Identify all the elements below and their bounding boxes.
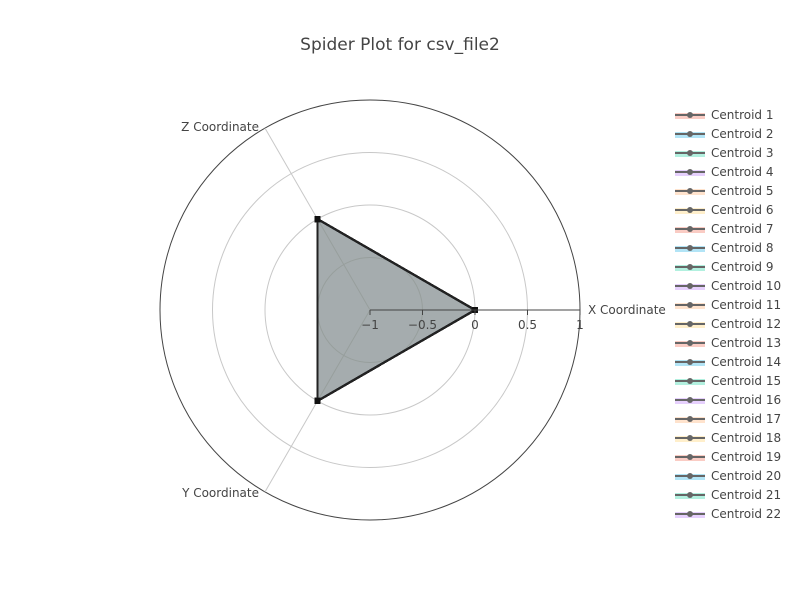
- legend-item[interactable]: Centroid 18: [675, 431, 781, 445]
- legend-item[interactable]: Centroid 2: [675, 127, 773, 141]
- legend-label: Centroid 17: [711, 412, 781, 426]
- legend-item[interactable]: Centroid 21: [675, 488, 781, 502]
- legend-marker: [687, 131, 693, 137]
- radial-tick-label: 1: [576, 318, 584, 332]
- legend-label: Centroid 9: [711, 260, 773, 274]
- legend-marker: [687, 378, 693, 384]
- legend-label: Centroid 6: [711, 203, 773, 217]
- legend-item[interactable]: Centroid 6: [675, 203, 773, 217]
- legend-marker: [687, 473, 693, 479]
- legend-label: Centroid 21: [711, 488, 781, 502]
- legend-item[interactable]: Centroid 12: [675, 317, 781, 331]
- legend-label: Centroid 13: [711, 336, 781, 350]
- legend-item[interactable]: Centroid 7: [675, 222, 773, 236]
- legend-marker: [687, 207, 693, 213]
- legend-item[interactable]: Centroid 19: [675, 450, 781, 464]
- legend-label: Centroid 2: [711, 127, 773, 141]
- legend-item[interactable]: Centroid 9: [675, 260, 773, 274]
- legend-item[interactable]: Centroid 10: [675, 279, 781, 293]
- axis-label: Z Coordinate: [181, 120, 259, 134]
- legend-label: Centroid 10: [711, 279, 781, 293]
- radial-tick-label: 0.5: [518, 318, 537, 332]
- axis-label: X Coordinate: [588, 303, 666, 317]
- chart-title: Spider Plot for csv_file2: [300, 35, 500, 55]
- legend-label: Centroid 19: [711, 450, 781, 464]
- legend-marker: [687, 435, 693, 441]
- legend[interactable]: Centroid 1 Centroid 2 Centroid 3 Centroid 4…: [675, 108, 781, 521]
- legend-label: Centroid 7: [711, 222, 773, 236]
- radial-tick-label: −0.5: [408, 318, 437, 332]
- legend-label: Centroid 3: [711, 146, 773, 160]
- legend-marker: [687, 302, 693, 308]
- legend-item[interactable]: Centroid 17: [675, 412, 781, 426]
- radial-tick-label: −1: [361, 318, 379, 332]
- legend-label: Centroid 11: [711, 298, 781, 312]
- legend-item[interactable]: Centroid 8: [675, 241, 773, 255]
- series-point: [314, 397, 321, 404]
- legend-marker: [687, 416, 693, 422]
- legend-item[interactable]: Centroid 15: [675, 374, 781, 388]
- legend-marker: [687, 112, 693, 118]
- legend-marker: [687, 340, 693, 346]
- legend-label: Centroid 4: [711, 165, 773, 179]
- legend-item[interactable]: Centroid 16: [675, 393, 781, 407]
- legend-marker: [687, 226, 693, 232]
- legend-label: Centroid 16: [711, 393, 781, 407]
- radial-tick-label: 0: [471, 318, 479, 332]
- legend-item[interactable]: Centroid 14: [675, 355, 781, 369]
- legend-marker: [687, 454, 693, 460]
- legend-item[interactable]: Centroid 22: [675, 507, 781, 521]
- legend-item[interactable]: Centroid 20: [675, 469, 781, 483]
- legend-marker: [687, 492, 693, 498]
- legend-marker: [687, 397, 693, 403]
- legend-item[interactable]: Centroid 11: [675, 298, 781, 312]
- legend-label: Centroid 22: [711, 507, 781, 521]
- legend-marker: [687, 283, 693, 289]
- legend-item[interactable]: Centroid 1: [675, 108, 773, 122]
- legend-label: Centroid 12: [711, 317, 781, 331]
- legend-label: Centroid 20: [711, 469, 781, 483]
- legend-marker: [687, 511, 693, 517]
- legend-label: Centroid 15: [711, 374, 781, 388]
- radial-ticks: −1 −0.5 0 0.5 1: [361, 309, 584, 332]
- legend-item[interactable]: Centroid 13: [675, 336, 781, 350]
- legend-marker: [687, 264, 693, 270]
- legend-marker: [687, 359, 693, 365]
- legend-marker: [687, 188, 693, 194]
- legend-marker: [687, 321, 693, 327]
- legend-item[interactable]: Centroid 4: [675, 165, 773, 179]
- legend-item[interactable]: Centroid 3: [675, 146, 773, 160]
- series-point: [314, 216, 321, 223]
- legend-item[interactable]: Centroid 5: [675, 184, 773, 198]
- legend-label: Centroid 18: [711, 431, 781, 445]
- legend-marker: [687, 169, 693, 175]
- legend-marker: [687, 245, 693, 251]
- legend-label: Centroid 5: [711, 184, 773, 198]
- axis-label: Y Coordinate: [181, 486, 259, 500]
- legend-label: Centroid 8: [711, 241, 773, 255]
- legend-marker: [687, 150, 693, 156]
- legend-label: Centroid 14: [711, 355, 781, 369]
- legend-label: Centroid 1: [711, 108, 773, 122]
